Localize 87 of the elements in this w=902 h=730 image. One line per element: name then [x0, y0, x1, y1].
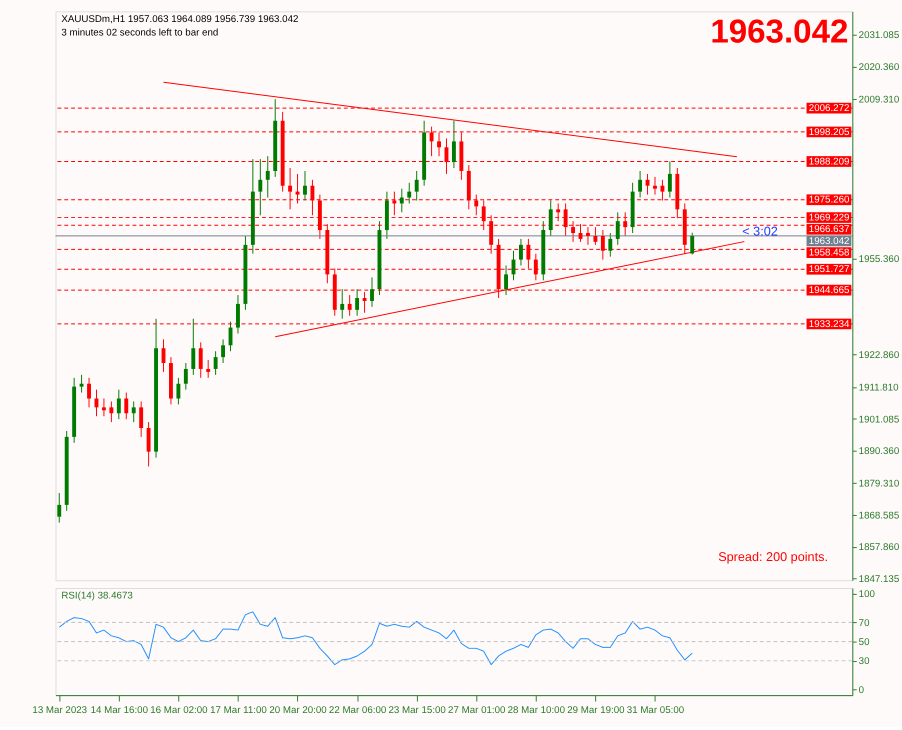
- candlestick: [512, 250, 516, 281]
- y-tick-label: 70: [858, 618, 870, 629]
- candlestick: [504, 265, 508, 296]
- y-tick-label: 1890.360: [858, 446, 900, 458]
- candlestick: [414, 170, 419, 201]
- x-tick-label: 20 Mar 20:00: [269, 705, 328, 716]
- candlestick: [638, 170, 642, 198]
- candlestick: [303, 170, 307, 201]
- y-tick-label: 2031.085: [858, 30, 900, 42]
- candlestick: [146, 422, 151, 467]
- y-tick-label: 1922.860: [858, 350, 900, 361]
- candlestick: [109, 400, 114, 423]
- x-tick-label: 16 Mar 02:00: [150, 705, 208, 716]
- ref-line-label: 1951.727: [808, 264, 850, 276]
- candlestick: [132, 400, 136, 423]
- x-tick-label: 17 Mar 11:00: [210, 705, 268, 716]
- x-tick-label: 31 Mar 05:00: [626, 705, 685, 716]
- annotation: Spread: 200 points.: [718, 550, 828, 564]
- candlestick: [94, 389, 98, 417]
- candlestick: [221, 338, 226, 364]
- x-tick-label: 13 Mar 2023: [32, 705, 88, 716]
- candlestick: [139, 400, 144, 438]
- y-tick-label: 1868.585: [858, 510, 900, 522]
- candlestick: [646, 173, 650, 196]
- candlestick: [452, 120, 456, 168]
- candlestick: [653, 176, 657, 196]
- x-tick-label: 29 Mar 19:00: [567, 705, 626, 716]
- y-tick-label: 1857.860: [858, 542, 900, 554]
- y-tick-label: 1955.360: [858, 254, 900, 265]
- candlestick: [266, 156, 270, 198]
- candlestick: [593, 226, 598, 246]
- candlestick: [355, 288, 360, 316]
- chart-title: RSI(14) 38.4673: [61, 590, 133, 602]
- candlestick: [608, 232, 612, 258]
- candlestick: [124, 392, 128, 420]
- candlestick: [340, 288, 344, 320]
- candlestick: [80, 374, 84, 394]
- x-tick-label: 27 Mar 01:00: [448, 705, 506, 716]
- ref-line-label: 1944.665: [808, 285, 850, 296]
- y-tick-label: 30: [858, 656, 870, 668]
- ref-line-label: 1988.209: [808, 156, 850, 168]
- candlestick: [184, 362, 188, 390]
- y-tick-label: 1847.135: [858, 574, 900, 585]
- candlestick: [348, 294, 352, 316]
- y-tick-label: 2020.360: [858, 62, 900, 73]
- candlestick: [87, 377, 91, 408]
- candlestick: [518, 238, 523, 266]
- candlestick: [258, 158, 262, 216]
- y-tick-label: 2009.310: [858, 94, 900, 106]
- candlestick: [370, 276, 374, 308]
- candlestick: [616, 212, 620, 246]
- candlestick: [176, 377, 180, 405]
- y-tick-label: 1901.085: [858, 414, 900, 426]
- candlestick: [668, 161, 672, 198]
- text: 3 minutes 02 seconds left to bar end: [61, 28, 218, 39]
- y-tick-label: 1879.310: [858, 478, 900, 490]
- annotation: < 3:02: [742, 224, 778, 238]
- x-tick-label: 23 Mar 15:00: [388, 705, 446, 716]
- ref-line-label: 2006.272: [808, 103, 850, 114]
- x-tick-label: 22 Mar 06:00: [328, 705, 387, 716]
- chart-title: XAUUSDm,H1 1957.063 1964.089 1956.739 1963.042: [61, 14, 298, 26]
- candlestick: [214, 350, 218, 376]
- candlestick: [400, 188, 404, 213]
- candlestick: [407, 182, 412, 204]
- ref-line-label: 1958.458: [808, 248, 850, 259]
- annotation: 1963.042: [710, 14, 848, 51]
- candlestick: [102, 398, 106, 417]
- candlestick: [162, 338, 166, 372]
- y-tick-label: 100: [858, 589, 876, 600]
- candlestick: [206, 360, 210, 378]
- x-tick-label: 28 Mar 10:00: [508, 705, 566, 716]
- ref-line-label: 1963.042: [808, 236, 850, 247]
- candlestick: [437, 132, 441, 157]
- candlestick: [236, 294, 240, 334]
- ref-line-label: 1969.229: [808, 212, 850, 224]
- y-tick-label: 50: [858, 637, 870, 648]
- line-series: [58, 611, 693, 666]
- ref-line-label: 1998.205: [808, 126, 850, 138]
- x-tick-label: 14 Mar 16:00: [90, 705, 149, 716]
- candlestick: [116, 389, 121, 420]
- y-tick-label: 1911.810: [858, 382, 900, 394]
- ref-line-label: 1975.260: [808, 194, 850, 206]
- candlestick: [228, 321, 232, 352]
- y-tick-label: 0: [858, 685, 865, 696]
- ref-line-label: 1933.234: [808, 318, 850, 330]
- ref-line-label: 1966.637: [808, 224, 850, 236]
- candlestick: [586, 226, 590, 246]
